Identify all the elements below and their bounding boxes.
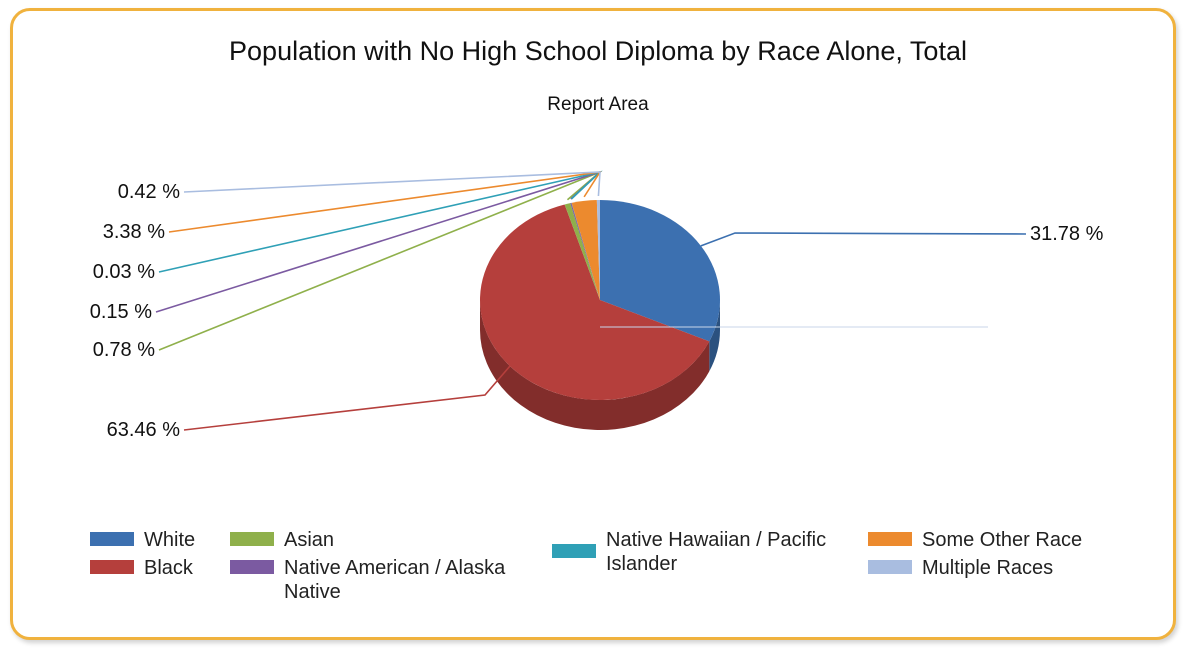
- data-label-native-hawaiian-pacific-islander: 0.03 %: [93, 261, 155, 283]
- leader-line-multiple-races: [183, 171, 601, 197]
- pie-depth: [480, 300, 720, 431]
- data-label-white: 31.78 %: [1030, 223, 1104, 245]
- pie-slice-black: [480, 204, 710, 401]
- pie-slice-some-other-race: [571, 200, 600, 300]
- data-label-native-american-alaska-native: 0.15 %: [90, 301, 152, 323]
- data-label-multiple-races: 0.42 %: [118, 181, 180, 203]
- leader-line-black: [183, 365, 511, 431]
- pie-slice-multiple-races: [596, 200, 600, 300]
- data-labels: 31.78 % 63.46 % 0.78 % 0.15 % 0.03 % 3.38 % 0.…: [90, 181, 1104, 441]
- pie-slice-asian: [564, 203, 600, 300]
- data-label-asian: 0.78 %: [93, 339, 155, 361]
- data-label-some-other-race: 3.38 %: [103, 221, 165, 243]
- data-label-black: 63.46 %: [107, 419, 181, 441]
- chart-subtitle: Report Area: [547, 94, 649, 115]
- pie-side-white: [709, 300, 720, 372]
- leader-line-white: [700, 232, 1027, 247]
- pie-slice-native-american-alaska-native: [570, 202, 600, 300]
- pie-side-black: [480, 300, 710, 431]
- pie-slice-native-hawaiian-pacific-islander: [571, 202, 600, 300]
- pie-slice-white: [600, 200, 720, 342]
- pie-slices: [480, 200, 720, 401]
- leader-lines: [155, 170, 1027, 431]
- chart-title: Population with No High School Diploma b…: [229, 36, 967, 66]
